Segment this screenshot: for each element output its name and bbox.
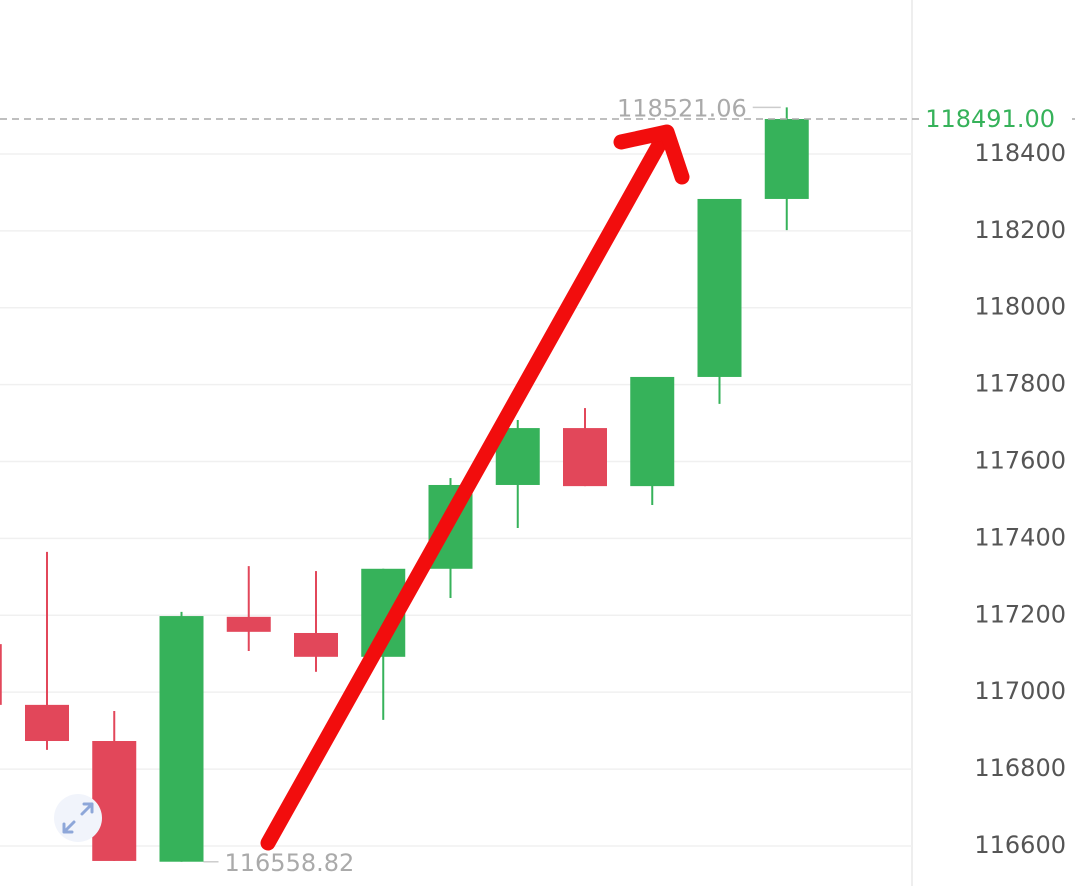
candle-body (764, 118, 809, 199)
high-label: 118521.06 (617, 94, 747, 122)
y-tick-label: 116800 (974, 754, 1066, 782)
y-tick-label: 118200 (974, 216, 1066, 244)
candle-body (294, 632, 338, 657)
y-tick-label: 117800 (974, 370, 1066, 398)
last-price-box (922, 101, 1072, 136)
grid (0, 153, 912, 847)
low-label: 116558.82 (225, 849, 355, 877)
y-tick-label: 118400 (974, 139, 1066, 167)
y-tick-label: 118000 (974, 293, 1066, 321)
y-tick-label: 117200 (974, 600, 1066, 628)
candle-body (92, 741, 137, 861)
y-tick-label: 117600 (974, 447, 1066, 475)
expand-icon (54, 794, 102, 842)
candle-body (159, 616, 204, 862)
candle-body (25, 704, 69, 742)
y-axis: 116600 116800 117000 117200 117400 117600 1178… (974, 139, 1066, 859)
y-tick-label: 117400 (974, 523, 1066, 551)
trend-arrow (260, 124, 690, 851)
candle-body (697, 198, 742, 377)
last-price-label: 118491.00 (925, 105, 1055, 133)
candle-body (563, 428, 607, 487)
candle-body (630, 376, 675, 487)
y-tick-label: 116600 (974, 831, 1066, 859)
y-tick-label: 117000 (974, 677, 1066, 705)
candle-body (226, 616, 271, 632)
candle-body (0, 644, 2, 705)
